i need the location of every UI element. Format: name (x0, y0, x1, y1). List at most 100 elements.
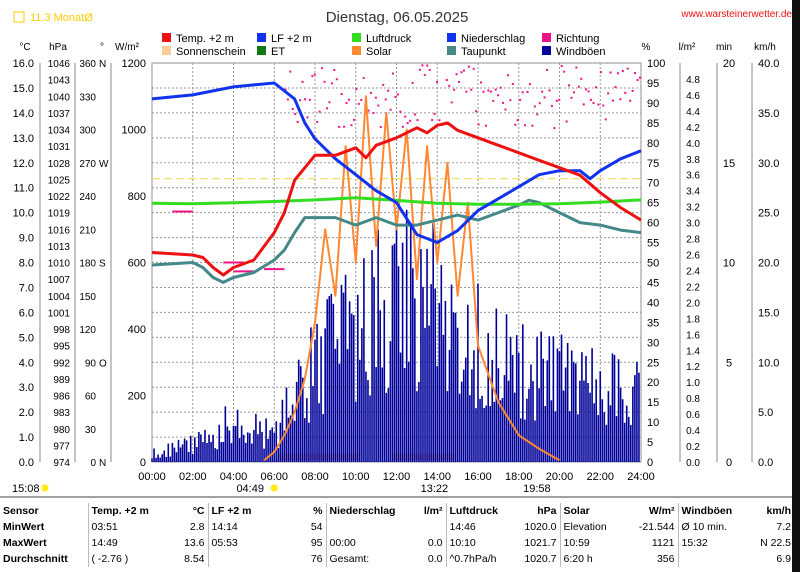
cell: Ø 10 min. (677, 519, 748, 535)
direction-dot (597, 103, 600, 106)
tick-pressure: 1043 (48, 76, 71, 87)
tick-direction-cardinal: N (99, 458, 106, 469)
direction-dot (616, 72, 619, 75)
direction-dot (321, 67, 324, 70)
direction-dot (426, 64, 429, 67)
legend-swatch (542, 33, 551, 42)
direction-dot (531, 124, 534, 127)
direction-dot (521, 91, 524, 94)
axis-unit: °C (19, 42, 30, 53)
direction-dot (609, 71, 612, 74)
now-time-label: 15:08 (12, 483, 40, 495)
tick-wind: 40.0 (758, 58, 779, 70)
direction-dot (565, 120, 568, 123)
tick-time: 02:00 (179, 471, 207, 483)
legend-swatch (257, 33, 266, 42)
direction-dot (511, 83, 514, 86)
legend-label: Richtung (556, 33, 599, 45)
tick-pressure: 1034 (48, 126, 71, 137)
direction-dot (318, 110, 321, 113)
col-temp: Temp. +2 m (87, 503, 158, 519)
row-label: MinWert (3, 521, 45, 533)
col-pressure-unit: hPa (537, 505, 557, 517)
direction-dot (389, 108, 392, 111)
col-temp-unit: °C (192, 505, 205, 517)
direction-dot (560, 64, 563, 67)
tick-direction: 60 (85, 392, 97, 403)
cell: 54 (310, 521, 323, 533)
direction-dot (504, 108, 507, 111)
legend-swatch (542, 46, 551, 55)
tick-direction: 150 (79, 292, 96, 303)
tick-time: 16:00 (464, 471, 492, 483)
direction-dot (624, 91, 627, 94)
series-line-lf-2-m (151, 81, 642, 244)
direction-dot (343, 125, 346, 128)
direction-dot (587, 90, 590, 93)
tick-time: 06:00 (260, 471, 288, 483)
cell: 2.8 (189, 521, 205, 533)
direction-dot (303, 98, 306, 101)
tick-temp: 11.0 (13, 183, 34, 195)
direction-dot (548, 89, 551, 92)
direction-dot (431, 119, 434, 122)
direction-dot (399, 110, 402, 113)
cell: 1020.0 (524, 521, 557, 533)
tick-rain: 1.8 (686, 314, 700, 325)
cell: 10:59 (559, 535, 626, 551)
tick-direction-cardinal: O (99, 358, 107, 369)
tick-wind: 30.0 (758, 158, 779, 170)
tick-pressure: 1001 (48, 308, 71, 319)
cell (406, 519, 446, 535)
direction-dot (555, 99, 558, 102)
tick-percent: 70 (647, 178, 659, 190)
tick-time: 24:00 (627, 471, 655, 483)
tick-temp: 3.0 (19, 382, 34, 394)
direction-dot (301, 80, 304, 83)
direction-dot (470, 88, 473, 91)
tick-rain: 2.6 (686, 251, 700, 262)
tick-pressure: 989 (53, 375, 70, 386)
axis-unit: l/m² (679, 42, 696, 53)
chart-title: Dienstag, 06.05.2025 (326, 9, 469, 26)
tick-percent: 0 (647, 457, 653, 469)
tick-solar: 0 (140, 457, 146, 469)
direction-dot (445, 79, 448, 82)
axis-unit: hPa (49, 42, 67, 53)
direction-dot (570, 96, 573, 99)
tick-pressure: 1040 (48, 92, 71, 103)
tick-direction: 30 (85, 425, 97, 436)
direction-dot (516, 119, 519, 122)
cell: 05:53 (207, 535, 278, 551)
direction-dot (619, 98, 622, 101)
now-dot (41, 484, 49, 492)
cell: N 22.5 (760, 537, 791, 549)
tick-temp: 6.0 (19, 307, 34, 319)
summary-header-row: Sensor Temp. +2 m °C LF +2 m % Niedersch… (0, 503, 794, 519)
tick-pressure: 977 (53, 441, 70, 452)
direction-dot (590, 98, 593, 101)
tick-direction: 210 (79, 225, 96, 236)
direction-dot (367, 109, 370, 112)
tick-time: 04:00 (220, 471, 248, 483)
tick-temp: 12.0 (13, 158, 34, 170)
direction-dot (286, 98, 289, 101)
direction-dot (372, 111, 375, 114)
col-rain: Niederschlag (325, 503, 406, 519)
tick-percent: 100 (647, 58, 665, 70)
direction-dot (585, 88, 588, 91)
direction-dot (370, 91, 373, 94)
series-line-temp-2-m (151, 121, 642, 277)
tick-time: 10:00 (342, 471, 370, 483)
tick-time: 18:00 (505, 471, 533, 483)
tick-temp: 15.0 (13, 83, 34, 95)
direction-dot (506, 74, 509, 77)
tick-pressure: 980 (53, 425, 70, 436)
direction-dot (335, 78, 338, 81)
direction-dot (384, 98, 387, 101)
direction-dot (409, 119, 412, 122)
direction-dot (362, 77, 365, 80)
cell: 95 (310, 537, 323, 549)
direction-dot (612, 99, 615, 102)
tick-percent: 5 (647, 437, 653, 449)
